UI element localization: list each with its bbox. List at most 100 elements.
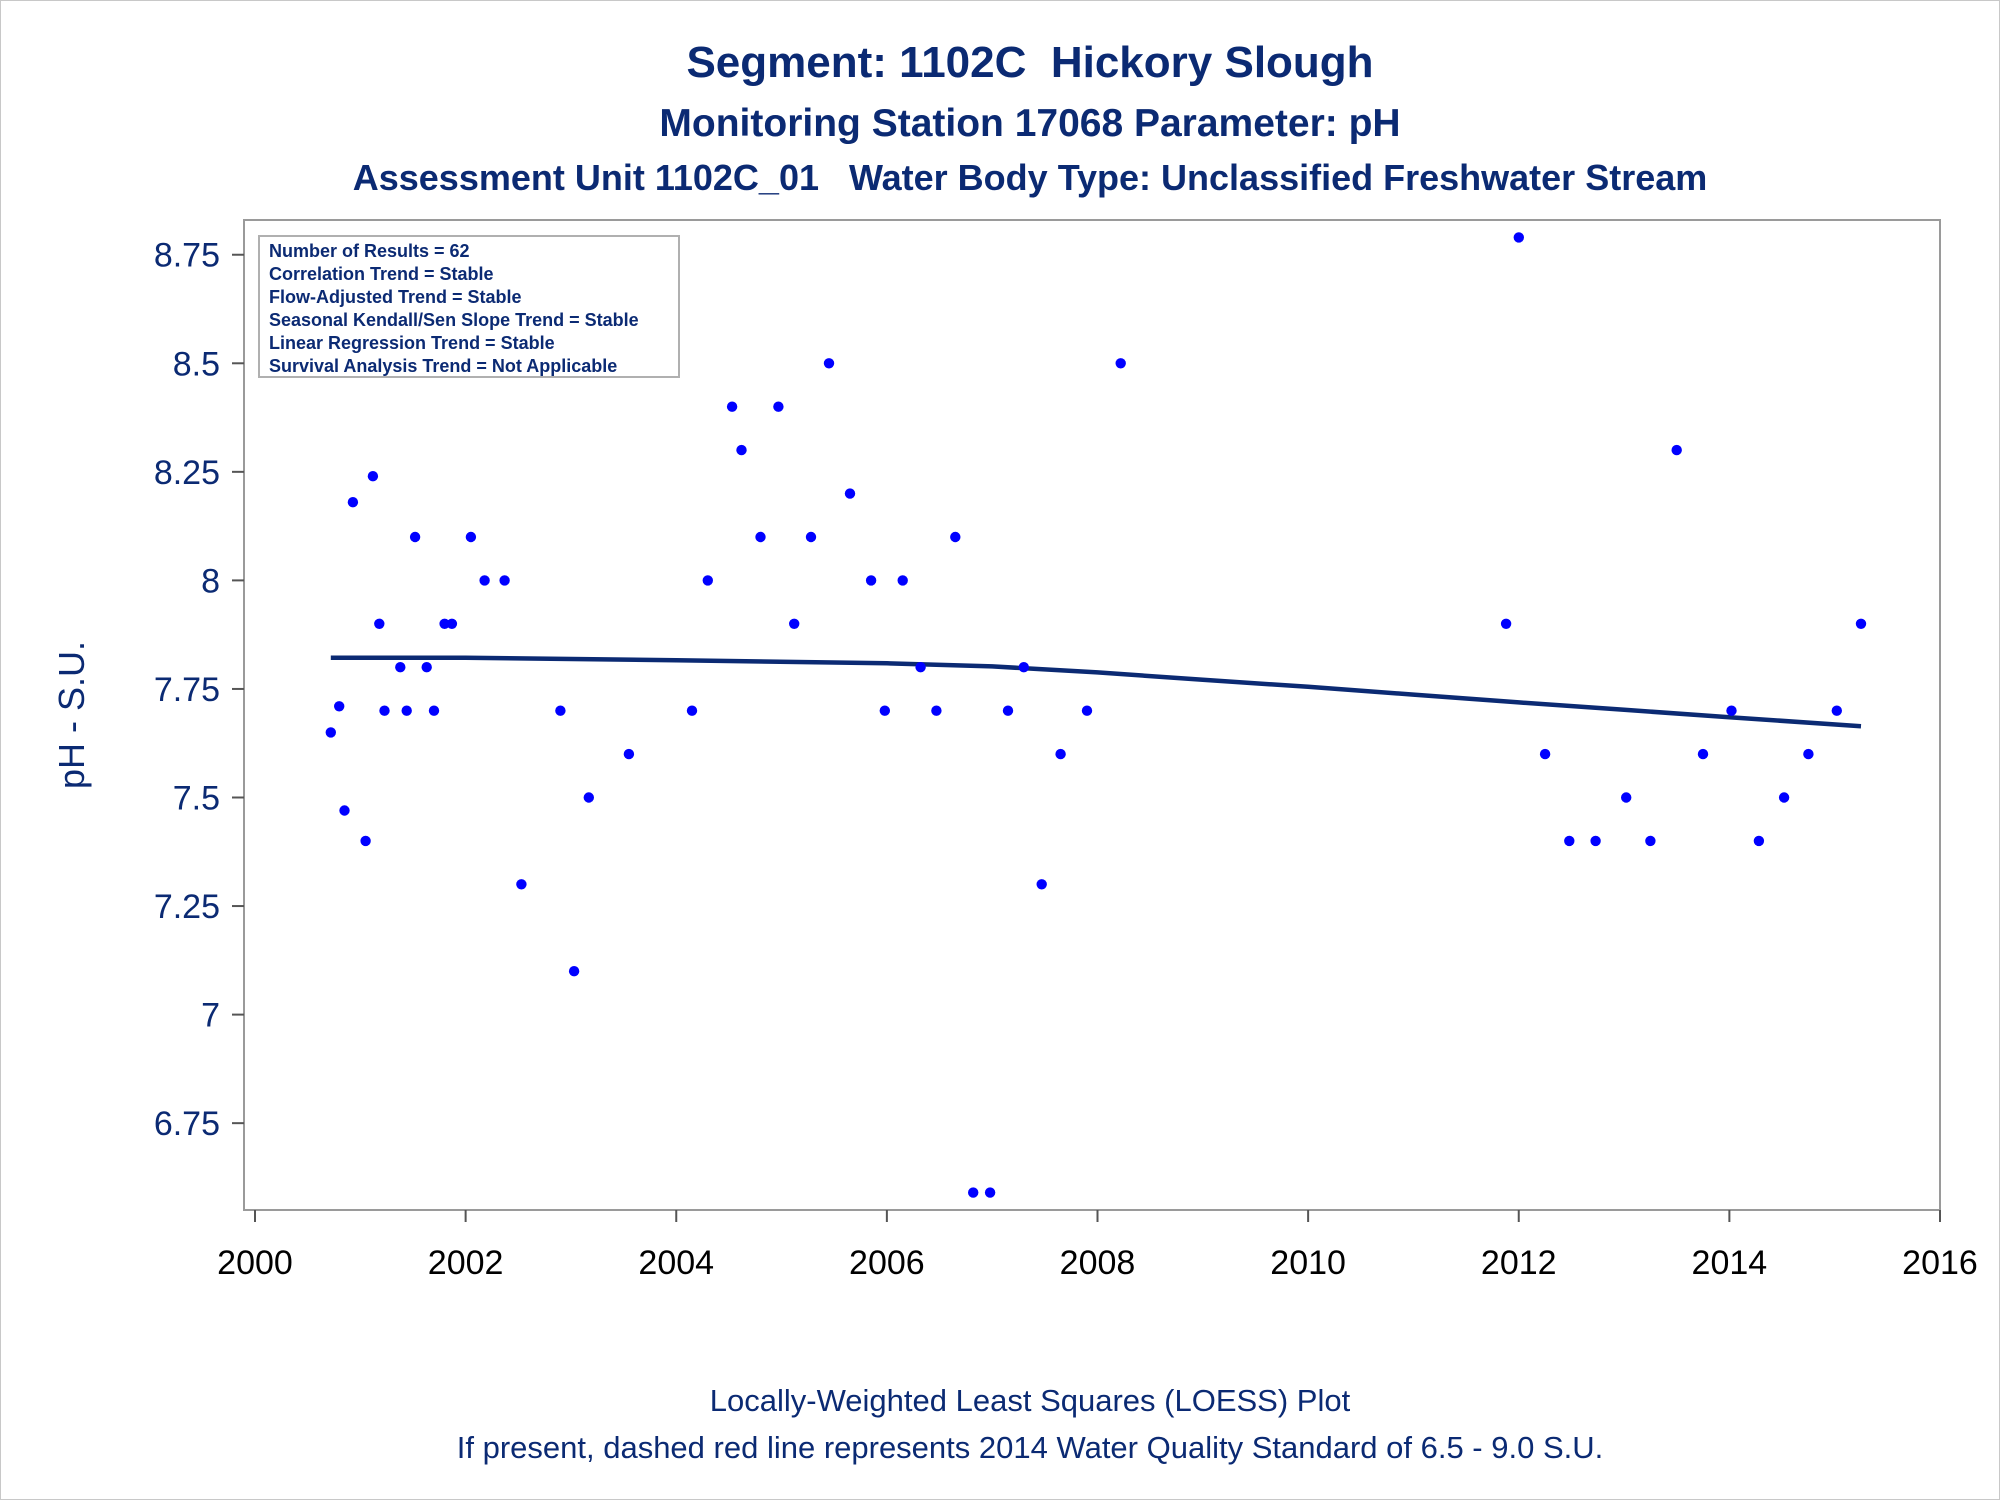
data-point	[516, 879, 527, 890]
chart-subtitle-station: Monitoring Station 17068 Parameter: pH	[659, 102, 1401, 145]
data-point	[439, 618, 450, 629]
x-axis: 2000 2002 2004 2006 2008 2010 2012 2014 2016	[217, 1210, 1978, 1282]
data-point	[367, 471, 379, 482]
data-point	[968, 1187, 979, 1198]
data-point	[379, 705, 390, 716]
data-point	[823, 358, 835, 369]
data-point	[984, 1187, 996, 1198]
data-point	[465, 531, 477, 543]
data-point	[446, 618, 458, 629]
data-point	[428, 705, 440, 716]
y-tick-label: 8	[201, 562, 220, 600]
data-point	[915, 662, 926, 673]
data-point	[702, 575, 713, 586]
data-point	[1018, 662, 1029, 673]
data-point	[583, 792, 594, 803]
stats-line: Seasonal Kendall/Sen Slope Trend = Stabl…	[269, 310, 639, 330]
data-point	[844, 488, 856, 499]
data-point	[623, 748, 635, 760]
data-point	[1671, 444, 1682, 456]
points-layer	[325, 232, 1867, 1198]
footnote-standard: If present, dashed red line represents 2…	[456, 1430, 1604, 1465]
data-point	[1564, 835, 1575, 847]
data-point	[339, 805, 350, 816]
data-point	[1590, 835, 1601, 847]
y-tick-label: 8.25	[154, 454, 220, 492]
data-point	[1831, 705, 1843, 716]
data-point	[1753, 835, 1765, 847]
stats-line: Number of Results = 62	[269, 241, 470, 261]
data-point	[1539, 748, 1551, 760]
data-point	[1645, 835, 1656, 847]
data-point	[479, 575, 490, 586]
data-point	[1081, 705, 1093, 716]
data-point	[1036, 879, 1047, 890]
data-point	[499, 575, 510, 586]
y-tick-label: 8.5	[173, 345, 220, 383]
x-tick-label: 2000	[217, 1244, 293, 1282]
x-tick-label: 2004	[638, 1244, 714, 1282]
data-point	[1513, 232, 1525, 243]
data-point	[360, 835, 371, 847]
data-point	[686, 705, 698, 716]
y-tick-label: 7.25	[154, 888, 220, 926]
y-tick-label: 7	[201, 997, 220, 1035]
x-tick-label: 2014	[1692, 1244, 1768, 1282]
data-point	[334, 701, 345, 712]
data-point	[568, 966, 580, 977]
stats-line: Survival Analysis Trend = Not Applicable	[269, 356, 617, 376]
y-axis: 6.75 7 7.25 7.5 7.75 8 8.25 8.5 8.75 pH - S.U.	[51, 237, 244, 1143]
x-tick-label: 2008	[1060, 1244, 1136, 1282]
data-point	[401, 705, 412, 716]
data-point	[374, 618, 385, 629]
y-tick-label: 6.75	[154, 1105, 220, 1143]
data-point	[409, 531, 421, 543]
footnote-loess: Locally-Weighted Least Squares (LOESS) P…	[709, 1383, 1351, 1418]
x-tick-label: 2002	[428, 1244, 504, 1282]
data-point	[879, 705, 890, 716]
data-point	[1697, 748, 1709, 760]
data-point	[755, 531, 766, 543]
data-point	[325, 727, 336, 738]
data-point	[1778, 792, 1790, 803]
data-point	[1855, 618, 1867, 629]
chart-subtitle-assessment: Assessment Unit 1102C_01 Water Body Type…	[352, 157, 1708, 198]
x-tick-label: 2012	[1481, 1244, 1557, 1282]
chart-title: Segment: 1102C Hickory Slough	[686, 38, 1374, 87]
data-point	[931, 705, 942, 716]
y-tick-label: 7.5	[173, 780, 220, 818]
data-point	[1002, 705, 1014, 716]
data-point	[347, 497, 359, 508]
data-point	[1055, 748, 1066, 760]
data-point	[865, 575, 877, 586]
x-tick-label: 2006	[849, 1244, 925, 1282]
data-point	[736, 444, 747, 456]
stats-line: Linear Regression Trend = Stable	[269, 333, 555, 353]
data-point	[1803, 748, 1814, 760]
data-point	[1726, 705, 1737, 716]
data-point	[726, 401, 738, 412]
x-tick-label: 2016	[1902, 1244, 1978, 1282]
y-tick-label: 7.75	[154, 671, 220, 709]
data-point	[950, 531, 961, 543]
y-tick-label: 8.75	[154, 237, 220, 275]
stats-line: Correlation Trend = Stable	[269, 264, 494, 284]
data-point	[897, 575, 908, 586]
stats-box-frame	[258, 235, 680, 378]
plot-area-frame	[243, 219, 1941, 1211]
data-point	[1500, 618, 1512, 629]
data-point	[1621, 792, 1632, 803]
data-point	[421, 662, 432, 673]
stats-box: Number of Results = 62 Correlation Trend …	[258, 235, 680, 378]
data-point	[395, 662, 406, 673]
stats-line: Flow-Adjusted Trend = Stable	[269, 287, 522, 307]
x-tick-label: 2010	[1270, 1244, 1346, 1282]
loess-line-layer	[330, 655, 1862, 729]
data-point	[1115, 358, 1126, 369]
y-axis-title: pH - S.U.	[51, 641, 92, 789]
data-point	[789, 618, 800, 629]
data-point	[555, 705, 566, 716]
data-point	[805, 531, 817, 543]
data-point	[773, 401, 784, 412]
